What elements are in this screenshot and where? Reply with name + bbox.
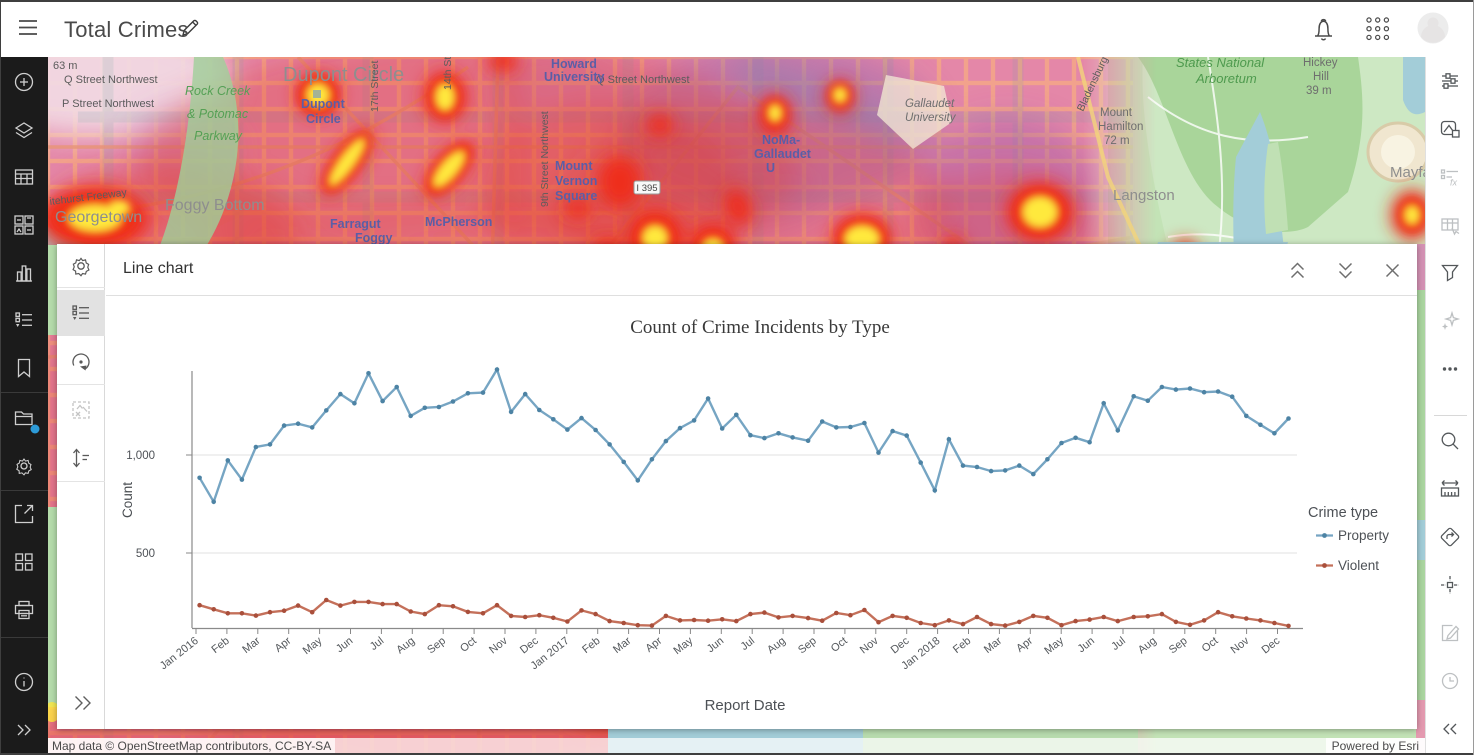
svg-text:Mount: Mount [1100,107,1133,119]
svg-text:Mayfa: Mayfa [1390,164,1425,181]
svg-text:Jul: Jul [739,635,757,653]
svg-text:I 395: I 395 [636,183,657,194]
svg-text:Foggy Bottom: Foggy Bottom [165,197,265,214]
svg-text:Apr: Apr [273,635,294,655]
svg-text:Property: Property [1338,528,1389,543]
svg-text:Hamilton: Hamilton [1098,121,1143,133]
svg-text:14th Stre: 14th Stre [442,57,454,90]
svg-text:Nov: Nov [858,635,881,657]
svg-text:McPherson: McPherson [425,215,492,229]
svg-text:Mar: Mar [611,635,634,656]
svg-text:Nov: Nov [1229,635,1252,657]
svg-text:Farragut: Farragut [330,217,382,231]
svg-text:Gallaudet: Gallaudet [905,98,955,110]
svg-text:Dupont: Dupont [301,97,346,111]
svg-text:Aug: Aug [765,635,788,657]
svg-text:Q Street Northwest: Q Street Northwest [596,74,690,86]
svg-text:Sep: Sep [796,635,819,657]
svg-text:May: May [301,635,325,658]
svg-text:Violent: Violent [1338,558,1379,573]
svg-text:Hill: Hill [1313,71,1329,83]
svg-text:Dupont Circle: Dupont Circle [283,64,404,86]
svg-text:Count: Count [120,482,135,518]
svg-text:Dec: Dec [889,635,912,657]
svg-text:63 m: 63 m [53,60,77,72]
svg-text:Q Street Northwest: Q Street Northwest [64,74,158,86]
svg-text:Nov: Nov [487,635,510,657]
svg-text:Feb: Feb [580,635,602,656]
svg-text:Jun: Jun [334,635,355,655]
svg-text:Jan 2016: Jan 2016 [158,635,201,672]
svg-text:Report Date: Report Date [705,697,786,714]
svg-text:Apr: Apr [643,635,664,655]
svg-text:17th Street No: 17th Street No [369,57,381,112]
svg-text:Rock Creek: Rock Creek [185,84,251,98]
svg-text:Mar: Mar [982,635,1005,656]
svg-text:72 m: 72 m [1104,135,1130,147]
svg-text:Arboretum: Arboretum [1195,71,1257,86]
svg-text:Dec: Dec [1260,635,1283,657]
svg-text:Feb: Feb [209,635,231,656]
svg-text:Circle: Circle [306,112,341,126]
svg-text:Jul: Jul [368,635,386,653]
svg-text:Crime type: Crime type [1308,505,1378,521]
svg-text:Square: Square [555,189,597,203]
svg-text:Jun: Jun [1076,635,1097,655]
svg-text:Dec: Dec [518,635,541,657]
svg-text:Feb: Feb [951,635,973,656]
svg-text:Oct: Oct [829,635,850,655]
svg-text:Count of Crime Incidents by Ty: Count of Crime Incidents by Type [630,317,890,338]
svg-text:Jul: Jul [1109,635,1127,653]
svg-text:Vernon: Vernon [555,174,597,188]
svg-text:500: 500 [136,548,155,560]
svg-text:Howard: Howard [551,57,597,71]
svg-text:Sep: Sep [425,635,448,657]
svg-text:Georgetown: Georgetown [55,209,142,226]
svg-text:1,000: 1,000 [126,450,155,462]
svg-text:Foggy: Foggy [355,231,393,245]
svg-text:Sep: Sep [1167,635,1190,657]
svg-text:P Street Northwest: P Street Northwest [62,98,154,110]
svg-text:States National: States National [1176,57,1265,70]
svg-text:Parkway: Parkway [194,129,243,143]
svg-text:U: U [766,161,775,175]
svg-text:Apr: Apr [1014,635,1035,655]
svg-text:Mount: Mount [555,159,593,173]
svg-text:May: May [671,635,695,658]
svg-text:Aug: Aug [394,635,417,657]
svg-text:University: University [905,112,957,124]
svg-text:& Potomac: & Potomac [187,107,249,121]
svg-text:39 m: 39 m [1306,85,1332,97]
svg-text:Oct: Oct [458,635,479,655]
svg-text:May: May [1042,635,1066,658]
svg-text:Langston: Langston [1113,187,1175,204]
svg-text:fx: fx [1450,178,1458,188]
svg-text:Hickey: Hickey [1303,57,1338,69]
svg-text:Mar: Mar [240,635,263,656]
svg-text:Jun: Jun [705,635,726,655]
svg-text:Gallaudet: Gallaudet [754,147,812,161]
svg-text:9th Street Northwest: 9th Street Northwest [539,111,551,207]
svg-text:NoMa-: NoMa- [762,133,800,147]
svg-text:Oct: Oct [1200,635,1221,655]
svg-text:Aug: Aug [1136,635,1159,657]
svg-text:University: University [544,70,604,84]
